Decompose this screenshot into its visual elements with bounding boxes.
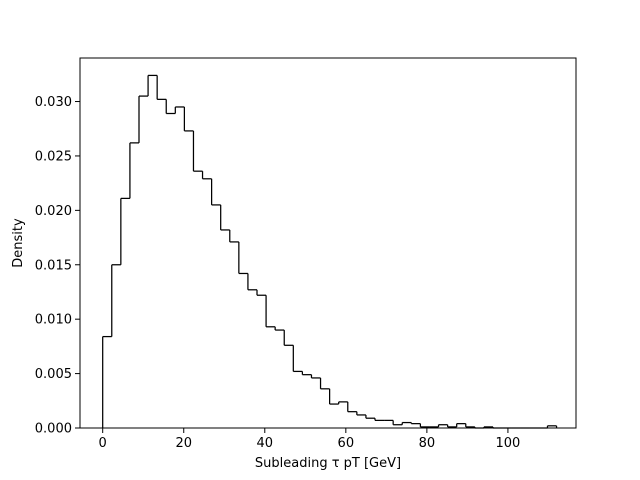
y-tick-label: 0.025 — [35, 149, 72, 164]
x-axis: 0 20 40 60 80 100 — [99, 428, 521, 451]
plot-area — [102, 74, 558, 429]
x-axis-label: Subleading τ pT [GeV] — [255, 456, 401, 471]
y-tick-label: 0.000 — [35, 422, 72, 437]
x-tick-label: 80 — [419, 436, 436, 451]
x-tick-label: 0 — [99, 436, 107, 451]
axes-frame — [79, 57, 577, 429]
y-axis-label: Density — [11, 218, 26, 268]
y-tick-label: 0.030 — [35, 95, 72, 110]
y-tick-label: 0.020 — [35, 204, 72, 219]
y-tick-label: 0.005 — [35, 367, 72, 382]
x-tick-label: 60 — [338, 436, 355, 451]
x-tick-label: 20 — [175, 436, 192, 451]
y-tick-label: 0.010 — [35, 313, 72, 328]
x-tick-label: 40 — [257, 436, 274, 451]
y-tick-label: 0.015 — [35, 258, 72, 273]
x-tick-label: 100 — [496, 436, 521, 451]
y-axis: 0.000 0.005 0.010 0.015 0.020 0.025 0.030 — [35, 95, 80, 437]
